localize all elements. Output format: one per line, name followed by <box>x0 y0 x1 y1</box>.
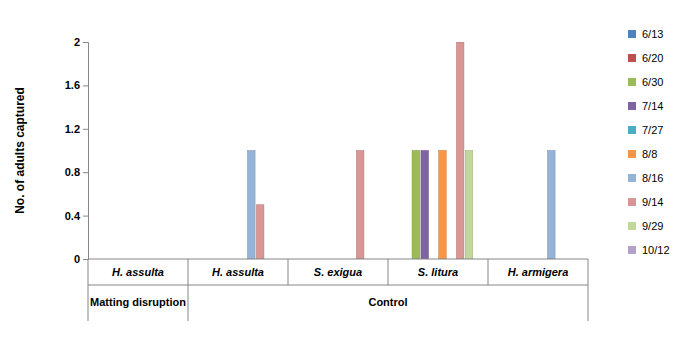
legend-label: 9/14 <box>642 196 663 208</box>
legend-swatch <box>628 126 636 134</box>
y-tick: 2 <box>74 36 88 48</box>
y-tick-label: 0.4 <box>65 210 81 222</box>
category-label: H. armigera <box>508 266 569 278</box>
chart: 0 0.4 0.8 1.2 1.6 2 H. assulta H. assulta S. exi… <box>0 0 698 351</box>
legend-label: 6/13 <box>642 28 663 40</box>
category-label: S. exigua <box>314 266 362 278</box>
legend-item: 6/20 <box>628 52 663 64</box>
legend-swatch <box>628 102 636 110</box>
x-axis-line <box>88 259 588 260</box>
legend-item: 8/8 <box>628 148 657 160</box>
bar <box>356 151 364 260</box>
legend-label: 7/14 <box>642 100 663 112</box>
y-tick-mark <box>83 172 88 173</box>
bar <box>248 151 256 260</box>
legend-swatch <box>628 246 636 254</box>
group-label: Matting disruption <box>90 296 186 308</box>
bar <box>439 151 447 260</box>
y-tick-label: 0 <box>74 253 80 265</box>
legend-swatch <box>628 222 636 230</box>
y-tick: 1.6 <box>65 79 88 91</box>
y-tick: 0.4 <box>65 210 88 222</box>
legend-swatch <box>628 198 636 206</box>
category-separator <box>588 259 589 321</box>
legend-label: 6/30 <box>642 76 663 88</box>
plot-area: 0 0.4 0.8 1.2 1.6 2 H. assulta H. assulta S. exi… <box>65 36 588 321</box>
y-tick-label: 1.2 <box>65 123 80 135</box>
legend-label: 7/27 <box>642 124 663 136</box>
y-axis-line <box>83 43 89 260</box>
category-separator <box>88 259 89 321</box>
bar <box>548 151 556 260</box>
y-tick-mark <box>83 129 88 130</box>
bar <box>412 151 420 260</box>
legend-swatch <box>628 54 636 62</box>
y-tick: 0 <box>74 253 88 265</box>
legend-swatch <box>628 174 636 182</box>
category-separator <box>188 259 189 321</box>
y-tick: 1.2 <box>65 123 88 135</box>
y-tick-label: 2 <box>74 36 80 48</box>
category-label: H. assulta <box>112 266 164 278</box>
legend: 6/13 6/20 6/30 7/14 7/27 8/8 8/16 9/14 9/29 10/12 <box>628 28 670 256</box>
bar <box>456 42 464 259</box>
y-axis-title: No. of adults captured <box>13 87 27 214</box>
legend-label: 8/8 <box>642 148 657 160</box>
legend-item: 9/14 <box>628 196 663 208</box>
category-row-line <box>88 285 588 286</box>
y-tick: 0.8 <box>65 166 88 178</box>
bars <box>248 42 556 259</box>
bar <box>421 151 429 260</box>
legend-label: 8/16 <box>642 172 663 184</box>
x-axis: H. assulta H. assulta S. exigua S. litura H.… <box>88 259 588 321</box>
legend-item: 6/13 <box>628 28 663 40</box>
y-axis: 0 0.4 0.8 1.2 1.6 2 <box>65 36 89 265</box>
y-tick-mark <box>83 85 88 86</box>
y-tick-mark <box>83 216 88 217</box>
bar <box>465 151 473 260</box>
legend-item: 8/16 <box>628 172 663 184</box>
category-separator <box>388 259 389 285</box>
legend-label: 9/29 <box>642 220 663 232</box>
y-tick-mark <box>83 259 88 260</box>
legend-item: 9/29 <box>628 220 663 232</box>
category-separator <box>488 259 489 285</box>
legend-swatch <box>628 78 636 86</box>
legend-label: 6/20 <box>642 52 663 64</box>
category-label: H. assulta <box>212 266 264 278</box>
legend-swatch <box>628 150 636 158</box>
bar <box>256 205 264 259</box>
y-tick-mark <box>83 42 88 43</box>
category-label: S. litura <box>418 266 458 278</box>
legend-item: 7/27 <box>628 124 663 136</box>
y-tick-label: 1.6 <box>65 79 80 91</box>
legend-item: 10/12 <box>628 244 670 256</box>
legend-swatch <box>628 30 636 38</box>
legend-label: 10/12 <box>642 244 670 256</box>
legend-item: 7/14 <box>628 100 663 112</box>
y-tick-label: 0.8 <box>65 166 80 178</box>
legend-item: 6/30 <box>628 76 663 88</box>
group-label: Control <box>368 296 407 308</box>
category-separator <box>288 259 289 285</box>
